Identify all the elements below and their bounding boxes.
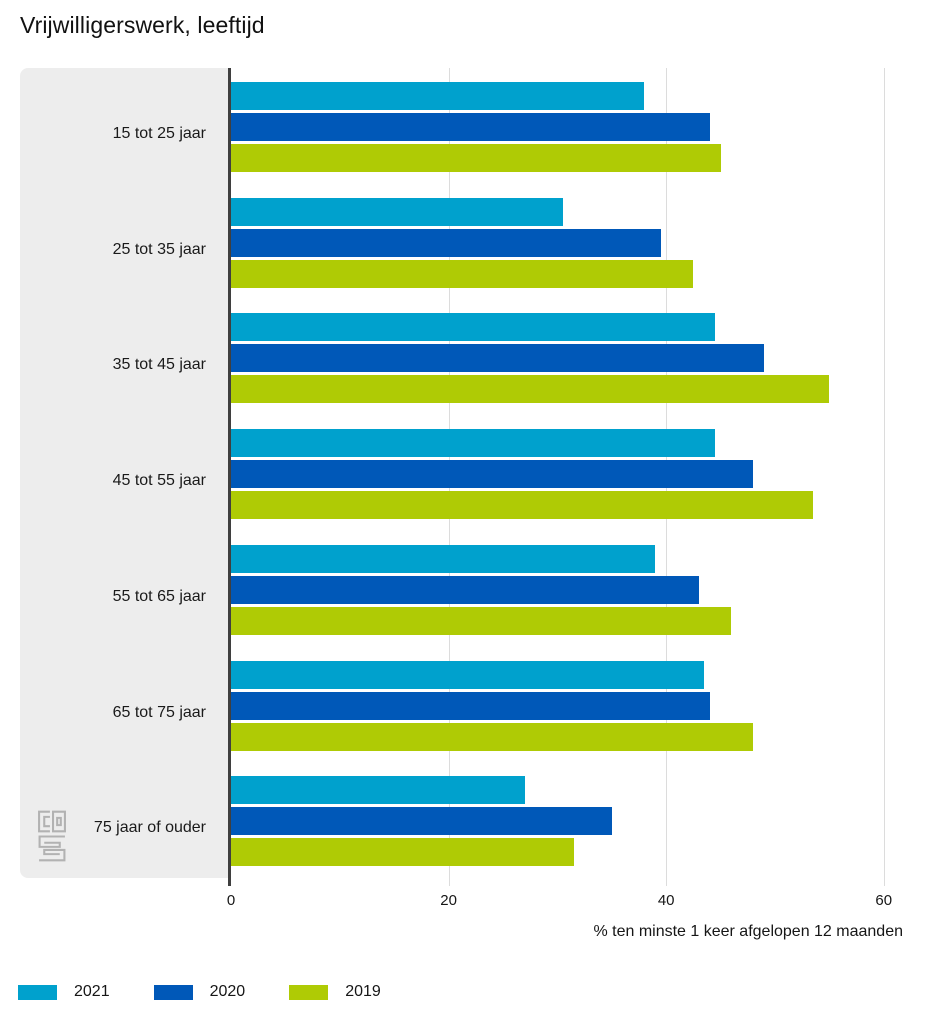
x-tick-60: 60 xyxy=(875,892,893,909)
cbs-logo-icon xyxy=(38,810,66,862)
category-label: 45 tot 55 jaar xyxy=(112,472,206,490)
bar-2019-g0[interactable] xyxy=(231,144,721,172)
bar-2020-g4[interactable] xyxy=(231,575,699,604)
bar-chart: 15 tot 25 jaar 25 tot 35 jaar 35 tot 45 … xyxy=(20,68,930,940)
category-label: 35 tot 45 jaar xyxy=(112,356,206,374)
category-label: 55 tot 65 jaar xyxy=(112,587,206,605)
bar-2020-g2[interactable] xyxy=(231,344,765,373)
chart-legend: 2021 2020 2019 xyxy=(18,983,381,1001)
category-label: 25 tot 35 jaar xyxy=(112,240,206,258)
bar-2021-g0[interactable] xyxy=(231,82,645,110)
x-tick-40: 40 xyxy=(657,892,675,909)
category-label: 15 tot 25 jaar xyxy=(112,125,206,142)
bar-2021-g1[interactable] xyxy=(231,197,563,226)
legend-label-2021: 2021 xyxy=(74,983,110,1000)
legend-swatch-2019 xyxy=(289,984,329,1000)
bar-group: 75 jaar of ouder xyxy=(94,762,930,878)
legend-swatch-2020 xyxy=(153,984,193,1000)
plot-area: 15 tot 25 jaar 25 tot 35 jaar 35 tot 45 … xyxy=(94,68,930,886)
bar-group: 15 tot 25 jaar xyxy=(113,68,930,184)
category-label: 65 tot 75 jaar xyxy=(112,703,206,721)
bar-group: 25 tot 35 jaar xyxy=(113,184,930,300)
bar-2020-g3[interactable] xyxy=(231,460,754,489)
bar-2020-g6[interactable] xyxy=(231,807,612,836)
category-label-panel xyxy=(20,68,228,878)
bar-group: 55 tot 65 jaar xyxy=(113,531,930,647)
bar-2019-g6[interactable] xyxy=(231,838,574,867)
bar-2020-g1[interactable] xyxy=(231,228,661,257)
x-tick-20: 20 xyxy=(440,892,457,909)
bar-group: 35 tot 45 jaar xyxy=(113,299,930,415)
y-axis-zero-line xyxy=(228,68,231,886)
legend-label-2020: 2020 xyxy=(209,983,246,1000)
bar-2021-g2[interactable] xyxy=(231,313,716,342)
chart-title: Vrijwilligerswerk, leeftijd xyxy=(20,12,265,38)
x-axis-title: % ten minste 1 keer afgelopen 12 maanden xyxy=(593,923,903,940)
bar-2019-g3[interactable] xyxy=(231,491,814,520)
legend-item-2019[interactable]: 2019 xyxy=(289,983,381,1001)
gridline-60 xyxy=(883,68,885,886)
x-tick-0: 0 xyxy=(226,892,236,909)
bar-2019-g4[interactable] xyxy=(231,606,732,635)
bar-2020-g0[interactable] xyxy=(231,113,710,141)
bar-2021-g5[interactable] xyxy=(231,660,705,689)
bar-group: 45 tot 55 jaar xyxy=(113,415,930,531)
legend-item-2020[interactable]: 2020 xyxy=(153,983,246,1001)
bar-2019-g5[interactable] xyxy=(231,722,754,751)
bar-2021-g6[interactable] xyxy=(231,776,525,805)
bar-2021-g4[interactable] xyxy=(231,544,656,573)
legend-swatch-2021 xyxy=(18,984,57,1000)
category-label: 75 jaar of ouder xyxy=(93,819,206,837)
x-axis: 0 20 40 60 xyxy=(20,892,930,912)
bar-2019-g1[interactable] xyxy=(231,259,694,288)
bar-2021-g3[interactable] xyxy=(231,429,716,458)
legend-item-2021[interactable]: 2021 xyxy=(18,983,110,1001)
bar-2020-g5[interactable] xyxy=(231,691,710,720)
bar-2019-g2[interactable] xyxy=(231,375,830,404)
bar-group: 65 tot 75 jaar xyxy=(113,647,930,763)
legend-label-2019: 2019 xyxy=(345,983,381,1000)
